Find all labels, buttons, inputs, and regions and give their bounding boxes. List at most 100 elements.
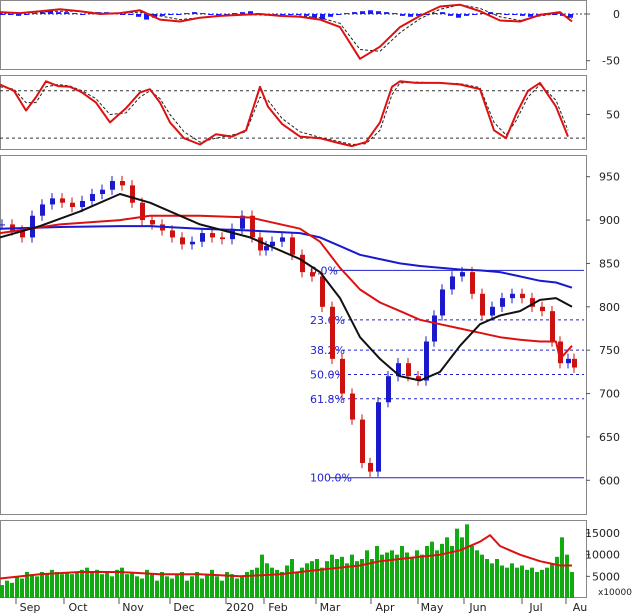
macd-histogram-bar (56, 12, 61, 14)
volume-bar (285, 565, 289, 598)
price-candle (566, 358, 571, 364)
price-candle (60, 198, 65, 203)
macd-histogram-bar (448, 14, 453, 16)
volume-bar (520, 565, 524, 598)
macd-histogram-bar (16, 14, 21, 16)
fibonacci-level-label: 61.8% (310, 393, 345, 406)
volume-bar (215, 576, 219, 598)
volume-bar (280, 572, 284, 598)
volume-bar (420, 554, 424, 598)
stoch-tick-label: 50 (606, 108, 620, 121)
macd-histogram-bar (304, 14, 309, 16)
macd-histogram-bar (80, 14, 85, 15)
volume-bar (5, 580, 9, 598)
macd-histogram-bar (184, 13, 189, 15)
price-candle (40, 204, 45, 216)
volume-bar (200, 578, 204, 598)
volume-bar (325, 561, 329, 598)
price-candle (270, 241, 275, 247)
volume-bar (240, 576, 244, 598)
stochastic-panel: 50 (0, 75, 620, 150)
volume-bar (475, 550, 479, 598)
volume-bar (400, 546, 404, 598)
x-tick-label: Mar (320, 601, 341, 614)
macd-histogram-bar (208, 14, 213, 15)
volume-bar (445, 537, 449, 598)
macd-histogram-bar (512, 14, 517, 15)
fibonacci-level-label: 38.2% (310, 344, 345, 357)
volume-bar (390, 550, 394, 598)
macd-histogram-bar (48, 11, 53, 14)
panel-frame (0, 155, 587, 515)
volume-bar (155, 580, 159, 598)
price-candle (100, 189, 105, 195)
moving-average-red-line (0, 214, 573, 360)
volume-bar (170, 578, 174, 598)
macd-histogram-bar (480, 13, 485, 15)
price-candle (300, 254, 305, 273)
price-candle (258, 237, 263, 251)
price-candle (330, 306, 335, 359)
macd-histogram-bar (400, 14, 405, 16)
price-candle (386, 376, 391, 403)
macd-histogram-bar (280, 14, 285, 15)
volume-bar (295, 572, 299, 598)
price-candle (490, 306, 495, 316)
fibonacci-level-label: 23.6% (310, 314, 345, 327)
volume-bar (410, 556, 414, 598)
volume-bar (255, 567, 259, 598)
macd-histogram-bar (416, 14, 421, 16)
volume-bar (495, 559, 499, 598)
volume-tick-label: 10000 (585, 549, 620, 562)
volume-bar (525, 569, 529, 598)
price-tick-label: 800 (599, 301, 620, 314)
price-candle (30, 215, 35, 238)
volume-bar (555, 556, 559, 598)
fibonacci-level-label: 100.0% (310, 472, 352, 485)
price-candle (110, 181, 115, 190)
macd-histogram-bar (224, 14, 229, 15)
volume-bar (425, 546, 429, 598)
price-candle (450, 276, 455, 290)
macd-histogram-bar (368, 10, 373, 14)
volume-bar (0, 585, 4, 598)
volume-bar (385, 552, 389, 598)
volume-bar (535, 572, 539, 598)
volume-bar (140, 578, 144, 598)
macd-histogram-bar (496, 13, 501, 15)
macd-histogram-bar (392, 13, 397, 15)
price-candle (500, 298, 505, 307)
volume-bar (135, 576, 139, 598)
volume-tick-label: 5000 (592, 570, 620, 583)
macd-histogram-bar (8, 14, 13, 15)
macd-histogram-bar (440, 12, 445, 14)
x-tick-label: Au (573, 601, 588, 614)
volume-bar (430, 541, 434, 598)
price-tick-label: 700 (599, 388, 620, 401)
macd-histogram-bar (336, 14, 341, 15)
macd-histogram-bar (128, 14, 133, 15)
volume-bar (405, 552, 409, 598)
price-candle (80, 200, 85, 208)
price-tick-label: 650 (599, 431, 620, 444)
price-candle (424, 341, 429, 381)
macd-histogram-bar (152, 14, 157, 18)
volume-panel: 15000 10000 5000 x10000 (0, 520, 632, 598)
volume-bar (470, 546, 474, 598)
panel-frame (0, 0, 587, 70)
x-tick-label: Feb (268, 601, 287, 614)
macd-histogram-bar (168, 14, 173, 15)
volume-bar (20, 578, 24, 598)
price-candle (440, 289, 445, 316)
volume-bar (115, 569, 119, 598)
volume-bar (565, 554, 569, 598)
price-tick-label: 900 (599, 214, 620, 227)
x-tick-label: 2020 (226, 601, 254, 614)
macd-histogram-bar (72, 13, 77, 15)
volume-bar (315, 559, 319, 598)
macd-histogram-bar (384, 12, 389, 14)
price-candle (250, 215, 255, 238)
stoch-d-line (0, 81, 569, 145)
volume-bar (510, 563, 514, 598)
